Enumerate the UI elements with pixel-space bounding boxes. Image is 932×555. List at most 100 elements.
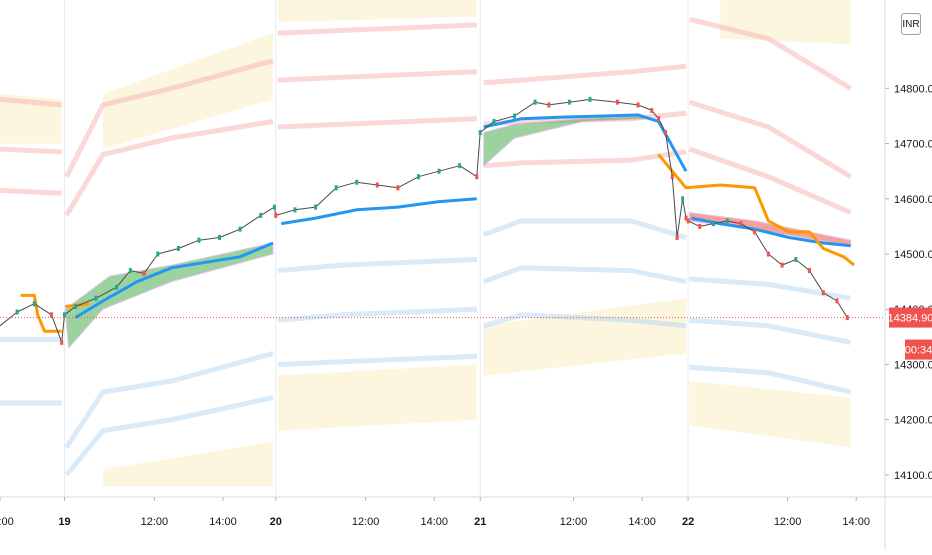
price-candle — [115, 284, 119, 290]
price-candle — [711, 221, 715, 227]
shaded-zone — [689, 381, 851, 448]
price-candle — [698, 223, 702, 229]
lower-band-line — [689, 317, 852, 345]
x-tick-label: 14:00 — [421, 516, 449, 528]
price-candle — [437, 168, 441, 174]
price-candle — [636, 102, 640, 108]
price-candle — [684, 215, 688, 221]
price-candle — [753, 229, 757, 235]
price-candle — [547, 102, 551, 108]
upper-band-line — [483, 63, 687, 86]
y-tick-label: 14600.00 — [894, 194, 932, 206]
y-tick-label: 14300.00 — [894, 359, 932, 371]
price-candle — [73, 303, 77, 309]
price-candle — [845, 315, 849, 321]
price-candle — [739, 221, 743, 227]
upper-band-line — [277, 69, 477, 83]
shaded-zone — [277, 364, 477, 431]
upper-band-line — [64, 119, 274, 217]
price-candle — [780, 262, 784, 268]
currency-badge[interactable]: INR — [901, 13, 921, 35]
x-tick-label: 14:00 — [628, 516, 656, 528]
price-candle — [513, 113, 517, 119]
lower-band-line — [277, 353, 477, 367]
orange-line — [657, 153, 856, 267]
price-candle — [218, 234, 222, 240]
price-candle — [835, 298, 839, 304]
price-candle — [272, 204, 276, 210]
price-candle — [650, 107, 654, 113]
lower-band-line — [277, 306, 477, 323]
shaded-zone — [277, 0, 477, 23]
y-tick-label: 14200.00 — [894, 415, 932, 427]
y-tick-label: 14700.00 — [894, 139, 932, 151]
price-candle — [156, 251, 160, 257]
upper-band-line — [0, 188, 62, 196]
price-candle — [766, 251, 770, 257]
price-candle — [794, 257, 798, 263]
price-candle — [259, 212, 263, 218]
last-price-tag[interactable] — [889, 307, 932, 328]
x-tick-label: 14:00 — [842, 516, 870, 528]
shaded-zone — [483, 298, 686, 376]
lower-band-line — [482, 265, 687, 285]
price-candle — [475, 174, 479, 180]
x-tick-label: 14:00 — [0, 516, 14, 528]
price-candle — [686, 218, 690, 224]
price-candle — [274, 212, 278, 218]
upper-band-line — [277, 22, 477, 36]
lower-band-line — [689, 364, 852, 395]
price-candle — [334, 185, 338, 191]
upper-band-line — [688, 16, 852, 91]
price-candle — [808, 268, 812, 274]
price-candle — [416, 174, 420, 180]
price-candle — [15, 309, 19, 315]
x-tick-label: 22 — [682, 516, 694, 528]
price-candle — [176, 246, 180, 251]
x-tick-label: 21 — [474, 516, 486, 528]
price-candle — [142, 270, 146, 276]
y-tick-label: 14100.00 — [894, 470, 932, 482]
price-candle — [49, 312, 53, 318]
lower-band-line — [64, 395, 274, 477]
price-candle — [681, 196, 685, 202]
price-candle — [670, 174, 674, 180]
vwap-line — [74, 241, 274, 319]
price-candle — [396, 185, 400, 191]
shaded-zone — [720, 0, 851, 45]
shaded-zone — [102, 441, 274, 486]
countdown-value: 00:34 — [905, 345, 932, 357]
orange-line — [20, 293, 62, 333]
price-candle — [32, 301, 36, 307]
lower-band-line — [64, 350, 274, 449]
last-price-value: 14384.90 — [888, 313, 932, 325]
upper-band-line — [277, 116, 477, 130]
price-candle — [725, 218, 729, 224]
price-candle — [458, 163, 462, 169]
x-tick-label: 20 — [270, 516, 282, 528]
price-candle — [197, 237, 201, 243]
price-candle — [615, 99, 619, 105]
price-candle — [567, 99, 571, 105]
price-candle — [238, 226, 242, 232]
price-candle — [375, 182, 379, 188]
price-candle — [533, 99, 537, 105]
upper-band-line — [64, 58, 274, 178]
shaded-zone — [102, 33, 274, 150]
price-candle — [492, 118, 496, 124]
lower-band-line — [482, 218, 687, 240]
price-line — [0, 98, 848, 343]
y-tick-label: 14800.00 — [894, 83, 932, 95]
x-tick-label: 14:00 — [209, 516, 237, 528]
vwap-line — [483, 113, 688, 172]
x-tick-label: 12:00 — [352, 516, 380, 528]
x-tick-label: 19 — [58, 516, 70, 528]
price-candle — [128, 268, 132, 274]
price-candle — [675, 234, 679, 240]
price-candle — [663, 130, 667, 136]
upper-band-line — [0, 146, 62, 155]
price-candle — [293, 207, 297, 213]
price-candle — [314, 204, 318, 210]
